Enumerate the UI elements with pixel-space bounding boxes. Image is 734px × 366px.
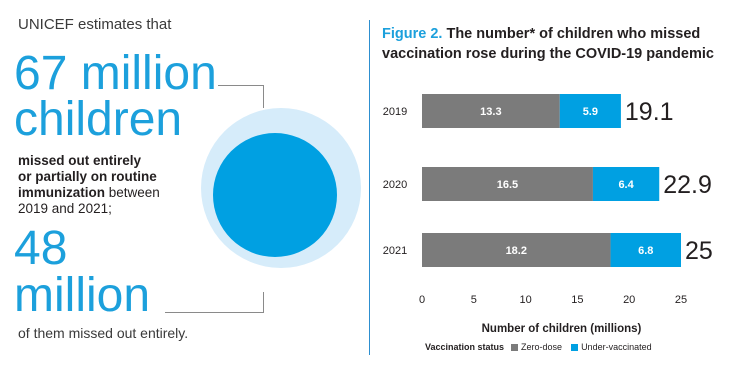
bar-under-vaccinated-2019 <box>559 94 621 128</box>
category-label-2020: 2020 <box>383 179 407 191</box>
total-label-2020: 22.9 <box>663 171 712 199</box>
bar-under-vaccinated-2020 <box>592 167 660 201</box>
headline-number-48: 48 <box>14 222 68 275</box>
legend-swatch-under-vaccinated <box>571 343 579 351</box>
infographic-panel: UNICEF estimates that 67 million childre… <box>0 0 361 366</box>
desc-bold-2: or partially on routine <box>18 169 157 184</box>
circle-48-million <box>213 133 337 257</box>
bar-zero-dose-2020 <box>422 167 593 201</box>
data-label-under-vaccinated-2021: 6.8 <box>638 245 653 257</box>
legend-swatch-zero-dose <box>511 343 519 351</box>
category-label-2019: 2019 <box>383 106 407 118</box>
description-text: missed out entirely or partially on rout… <box>18 153 160 217</box>
x-tick-label-0: 0 <box>419 294 425 306</box>
total-label-2021: 25 <box>685 237 713 265</box>
data-label-zero-dose-2020: 16.5 <box>497 179 518 191</box>
stacked-bar-chart: 2019 13.3 5.9 19.1 2020 16.5 6.4 22.9 2021 18.2 6.… <box>383 94 713 335</box>
figure-title-line-1: The number* of children who missed <box>442 26 701 42</box>
legend-item-under-vaccinated: Under-vaccinated <box>571 342 652 352</box>
tail-text: of them missed out entirely. <box>18 325 189 341</box>
headline-million: million <box>14 269 151 322</box>
desc-line-4: 2019 and 2021; <box>18 201 112 216</box>
category-label-2021: 2021 <box>383 245 407 257</box>
x-tick-label-10: 10 <box>519 294 531 306</box>
bar-zero-dose-2021 <box>422 233 611 267</box>
legend-item-zero-dose: Zero-dose <box>511 342 562 352</box>
x-axis-label: Number of children (millions) <box>482 323 642 335</box>
figure-label: Figure 2. <box>382 26 443 42</box>
desc-bold-1: missed out entirely <box>18 153 142 168</box>
total-label-2019: 19.1 <box>625 98 674 126</box>
figure-title-line-2: vaccination rose during the COVID-19 pan… <box>382 46 714 62</box>
figure-title: Figure 2. The number* of children who mi… <box>382 24 714 64</box>
intro-text: UNICEF estimates that <box>18 16 172 33</box>
chart-legend: Vaccination status Zero-dose Under-vacci… <box>425 342 661 352</box>
x-tick-label-15: 15 <box>571 294 583 306</box>
data-label-zero-dose-2021: 18.2 <box>506 245 527 257</box>
x-tick-label-20: 20 <box>623 294 635 306</box>
bar-zero-dose-2019 <box>422 94 560 128</box>
headline-children: children <box>14 93 183 146</box>
legend-label-under-vaccinated: Under-vaccinated <box>581 342 652 352</box>
data-label-under-vaccinated-2019: 5.9 <box>583 106 598 118</box>
connector-line-top <box>218 85 264 108</box>
panel-divider <box>369 20 370 355</box>
desc-bold-3: immunization <box>18 185 105 200</box>
legend-title: Vaccination status <box>425 342 505 352</box>
x-tick-label-25: 25 <box>675 294 687 306</box>
data-label-zero-dose-2019: 13.3 <box>480 106 501 118</box>
headline-number-67-million: 67 million <box>14 47 217 100</box>
desc-rest: between <box>105 185 160 200</box>
x-tick-label-5: 5 <box>471 294 477 306</box>
connector-line-bottom <box>165 292 264 313</box>
legend-label-zero-dose: Zero-dose <box>521 342 563 352</box>
bar-under-vaccinated-2021 <box>610 233 681 267</box>
data-label-under-vaccinated-2020: 6.4 <box>618 179 634 191</box>
